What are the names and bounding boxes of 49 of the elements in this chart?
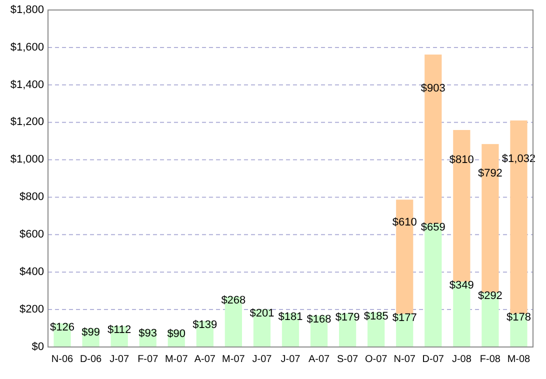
y-tick-label: $800 [20,191,44,204]
y-tick-label: $0 [32,340,44,353]
data-label: $903 [420,82,446,94]
data-label: $139 [192,318,218,331]
x-tick-label: N-06 [51,354,74,365]
x-tick-label: J-07 [280,354,301,365]
x-tick-label: A-07 [308,354,330,365]
data-label: $268 [221,294,246,307]
data-label: $177 [392,312,417,324]
data-label: $810 [449,154,474,166]
data-label: $659 [420,222,446,234]
data-label: $201 [250,307,274,320]
y-tick-label: $1,400 [10,78,44,91]
data-label: $93 [138,327,158,340]
data-label: $792 [478,168,502,180]
data-label: $126 [50,321,75,334]
data-label: $179 [335,311,360,324]
x-tick-label: J-08 [452,354,472,365]
x-tick-label: J-07 [252,354,272,365]
data-label: $349 [449,280,474,292]
x-tick-label: M-07 [164,354,188,365]
x-tick-label: F-07 [138,354,159,365]
y-tick-label: $1,000 [10,154,44,166]
data-label: $178 [506,312,531,324]
data-label: $1,032 [502,153,536,166]
data-label: $112 [107,324,132,336]
data-label: $185 [364,310,388,322]
x-tick-label: M-07 [222,354,246,365]
data-label: $610 [392,216,417,228]
y-tick-label: $1,800 [10,4,44,16]
y-tick-label: $600 [20,228,44,241]
x-tick-label: S-07 [336,354,359,365]
y-tick-label: $1,200 [10,116,44,128]
x-tick-label: D-07 [422,354,444,365]
x-tick-label: J-07 [110,354,130,365]
data-label: $292 [478,290,502,302]
x-tick-label: F-08 [480,354,501,365]
y-tick-label: $400 [20,266,44,278]
x-tick-label: O-07 [364,354,388,365]
x-tick-label: M-08 [507,354,531,365]
data-label: $99 [82,326,100,338]
y-tick-label: $200 [20,303,44,316]
data-label: $90 [167,328,186,340]
x-tick-label: D-06 [80,354,102,365]
y-tick-label: $1,600 [10,41,44,54]
x-tick-label: N-07 [394,354,416,365]
data-label: $168 [306,313,332,326]
x-tick-label: A-07 [194,354,216,365]
data-label: $181 [278,311,303,324]
